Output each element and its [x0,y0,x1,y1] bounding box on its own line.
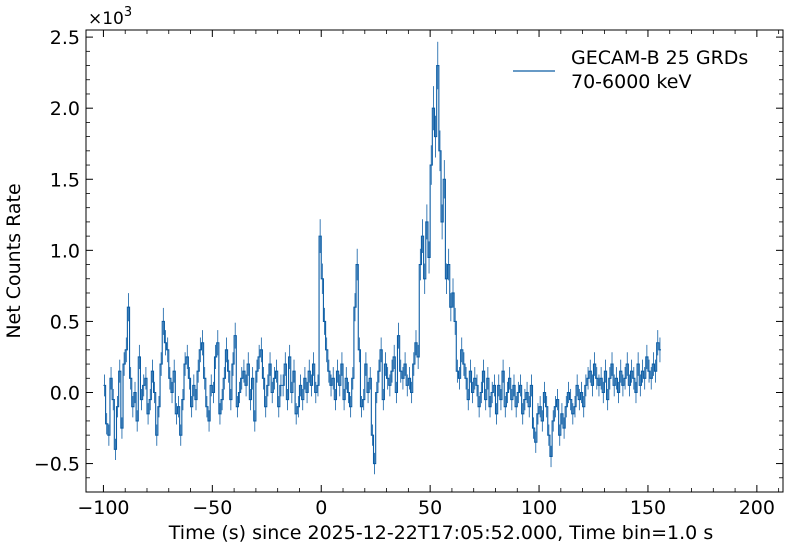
y-tick-label: 2.5 [50,27,80,49]
y-tick-label: 2.0 [50,98,80,120]
series-step-line [103,64,662,465]
x-tick-label: 200 [739,497,775,519]
y-tick-label: 0.5 [50,311,80,333]
x-tick-label: −100 [77,497,129,519]
x-tick-label: 50 [418,497,442,519]
x-tick-label: 100 [521,497,557,519]
tick-layer: −100 −50 0 50 100 150 200 −0.5 0.0 0.5 1.0 1.5 2.0 2.… [34,27,783,519]
y-axis-label: Net Counts Rate [3,183,25,338]
y-scale-offset-text: ×103 [88,5,132,29]
x-tick-label: 0 [315,497,327,519]
series-layer [103,41,662,475]
x-tick-label: −50 [192,497,232,519]
legend-entry-line-2: 70-6000 keV [571,71,691,93]
y-tick-label: 0.0 [50,382,80,404]
legend-entry-line-1: GECAM-B 25 GRDs [571,47,748,69]
y-tick-label: −0.5 [34,454,80,476]
y-tick-label: 1.0 [50,240,80,262]
axes-frame [85,29,784,493]
legend: GECAM-B 25 GRDs 70-6000 keV [513,47,748,93]
x-tick-label: 150 [630,497,666,519]
y-tick-label: 1.5 [50,169,80,191]
x-axis-label: Time (s) since 2025-12-22T17:05:52.000, … [168,522,713,544]
